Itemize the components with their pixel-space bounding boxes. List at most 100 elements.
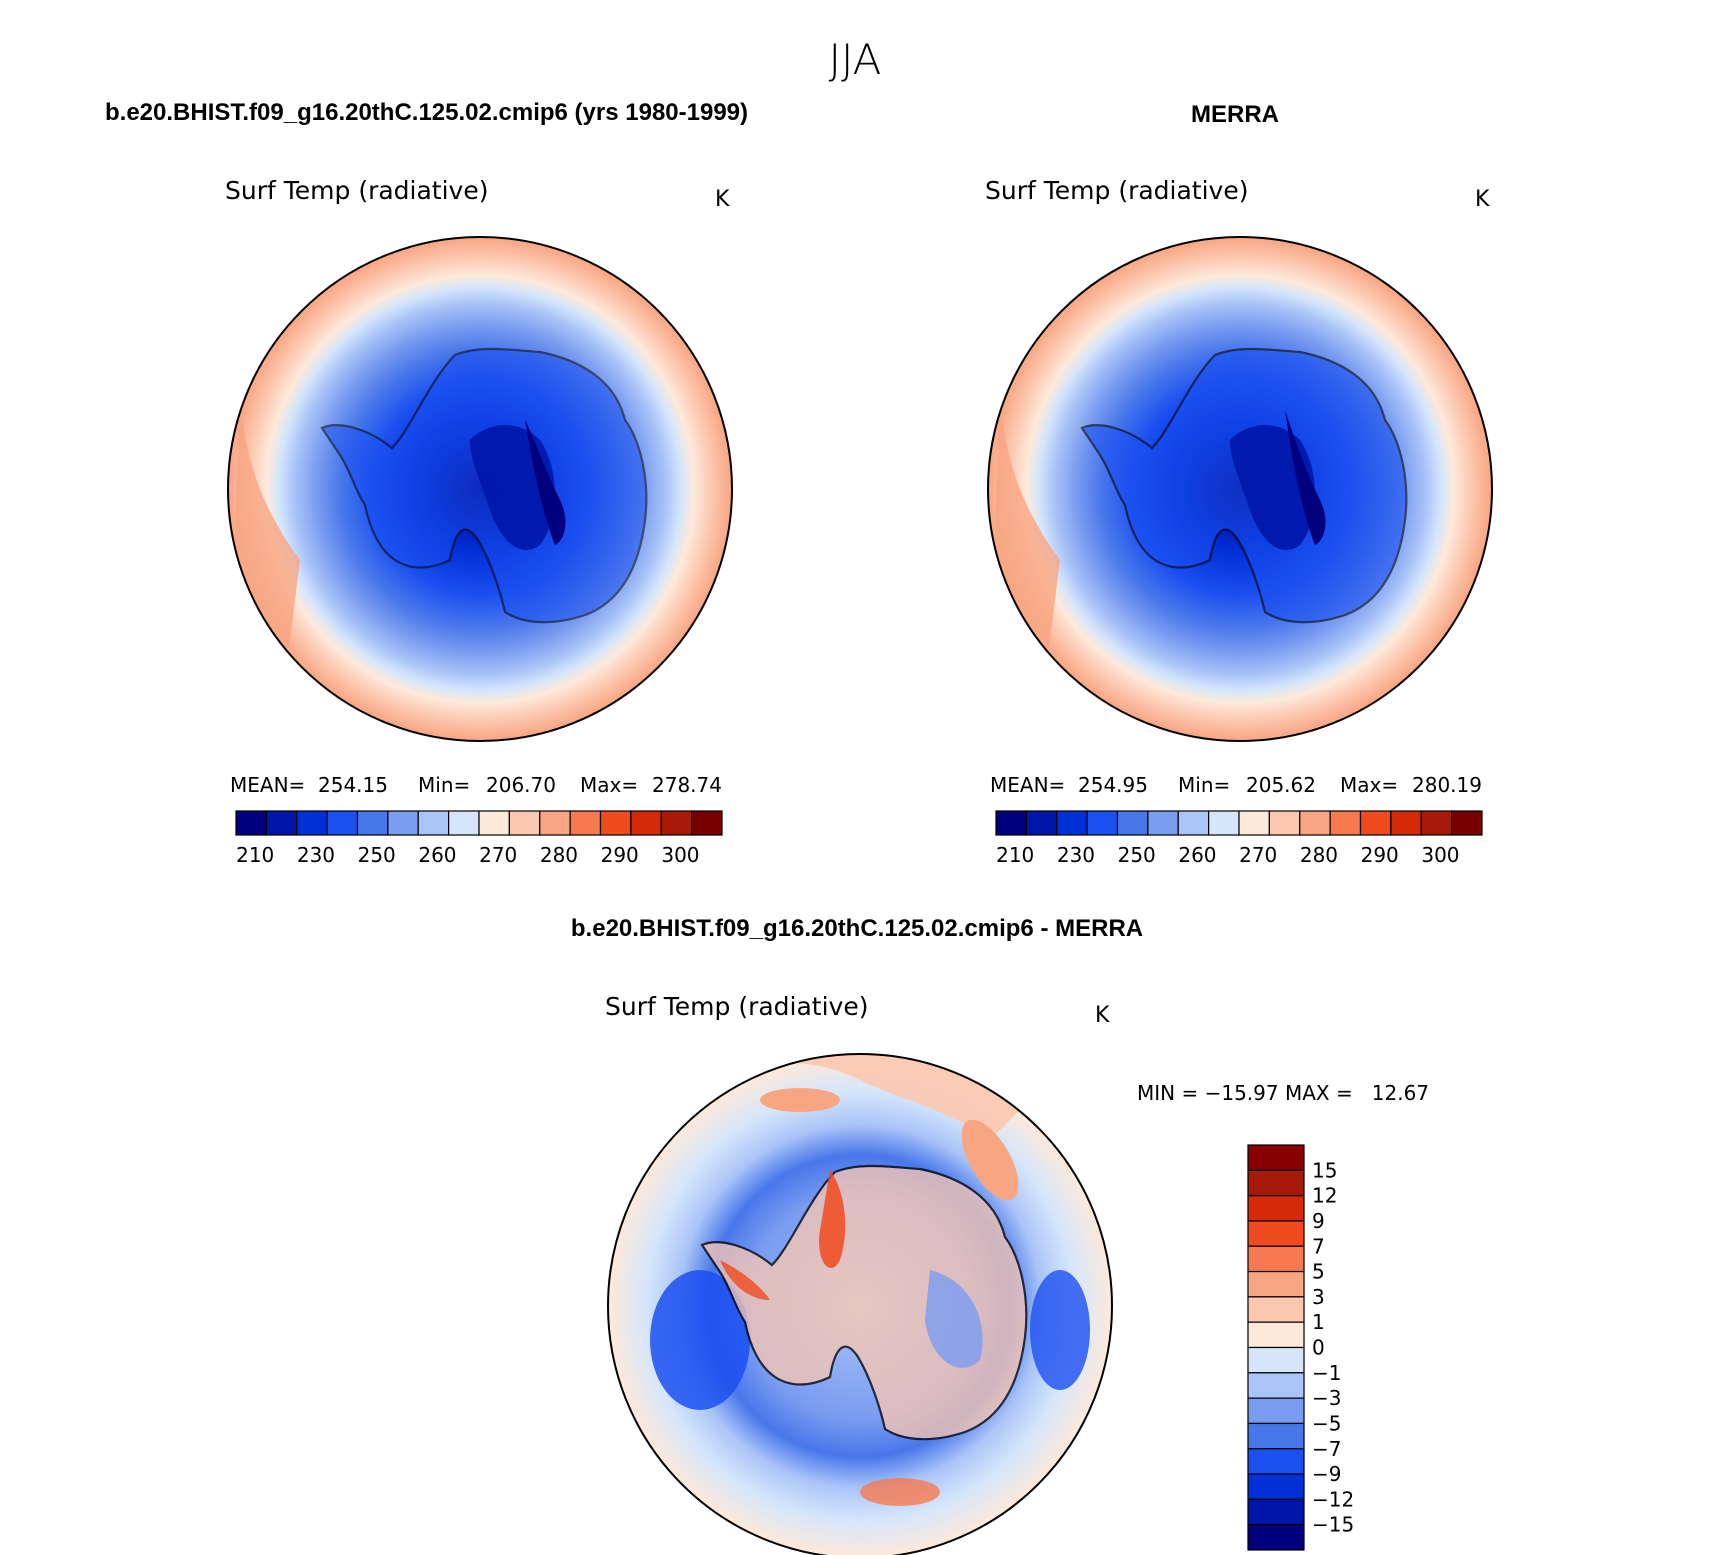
colorbar-swatch	[569, 810, 602, 836]
colorbar-swatch	[1299, 810, 1331, 836]
colorbar-swatch	[1247, 1245, 1305, 1273]
colorbar-tick-label: 0	[1312, 1336, 1325, 1360]
colorbar-swatch	[599, 810, 632, 836]
colorbar-swatch	[417, 810, 450, 836]
colorbar-tick-label: 210	[996, 843, 1034, 867]
colorbar-tick-label: 260	[1178, 843, 1216, 867]
colorbar-tick-label: −9	[1312, 1462, 1341, 1486]
colorbar-tick-label: −3	[1312, 1386, 1341, 1410]
stat-mean-label-merra: MEAN=	[990, 773, 1065, 797]
stat-max-label-merra: Max=	[1340, 773, 1398, 797]
stat-mean-merra: 254.95	[1078, 773, 1148, 797]
map-model	[228, 237, 732, 741]
colorbar-swatch	[1247, 1195, 1305, 1222]
stat-mean-label-model: MEAN=	[230, 773, 305, 797]
colorbar-tick-label: −5	[1312, 1411, 1341, 1435]
colorbar-swatch	[1390, 810, 1422, 836]
stat-max-label-model: Max=	[580, 773, 638, 797]
colorbar-swatch	[995, 810, 1027, 836]
stats-diff: MIN = −15.97 MAX = 12.67	[1137, 1081, 1429, 1105]
colorbar-tick-label: 1	[1312, 1310, 1325, 1334]
colorbar-tick-label: −12	[1312, 1487, 1354, 1511]
svg-text:MEAN= 254.95 Min=: MEAN= 254.95 Min= 205.62 Max= 280.19	[990, 773, 1482, 797]
colorbar-tick-label: 210	[236, 843, 274, 867]
colorbar-swatch	[387, 810, 419, 836]
colorbar-swatch	[1247, 1448, 1305, 1475]
left-panel-title: b.e20.BHIST.f09_g16.20thC.125.02.cmip6 (…	[105, 99, 748, 126]
stat-min-label-merra: Min=	[1178, 773, 1230, 797]
colorbar-tick-label: −7	[1312, 1437, 1341, 1461]
colorbar-swatch	[1208, 810, 1240, 836]
colorbar-swatch	[1247, 1473, 1305, 1500]
colorbar-swatch	[1247, 1321, 1305, 1349]
map-merra	[988, 237, 1492, 741]
colorbar-swatch	[1056, 810, 1088, 836]
colorbar-swatch	[265, 810, 298, 836]
colorbar-swatch	[356, 810, 389, 836]
colorbar-model: 210 230 250 260 270 280 290 300	[235, 810, 723, 867]
colorbar-swatch	[691, 810, 723, 836]
stat-max-merra: 280.19	[1412, 773, 1482, 797]
colorbar-tick-label: 12	[1312, 1184, 1337, 1208]
field-label-diff: Surf Temp (radiative)	[605, 992, 868, 1021]
colorbar-swatch	[1247, 1372, 1305, 1399]
field-label-model: Surf Temp (radiative)	[225, 176, 488, 205]
colorbar-swatch	[1359, 810, 1392, 836]
field-label-merra: Surf Temp (radiative)	[985, 176, 1248, 205]
colorbar-swatch	[1247, 1169, 1305, 1197]
colorbar-tick-label: 270	[1239, 843, 1277, 867]
colorbar-swatch	[1247, 1397, 1305, 1425]
colorbar-tick-label: −15	[1312, 1513, 1354, 1537]
colorbar-tick-label: −1	[1312, 1361, 1341, 1385]
colorbar-tick-label: 230	[297, 843, 335, 867]
colorbar-swatch	[1147, 810, 1179, 836]
colorbar-tick-label: 290	[601, 843, 639, 867]
colorbar-tick-label: 250	[1118, 843, 1156, 867]
colorbar-tick-label: 250	[358, 843, 396, 867]
colorbar-swatch	[1238, 810, 1270, 836]
colorbar-swatch	[660, 810, 693, 836]
colorbar-swatch	[1329, 810, 1362, 836]
colorbar-tick-label: 260	[418, 843, 456, 867]
stat-mean-model: 254.15	[318, 773, 388, 797]
svg-text:MEAN= 254.15 Min=: MEAN= 254.15 Min= 206.70 Max= 278.74	[230, 773, 722, 797]
colorbar-tick-label: 300	[661, 843, 699, 867]
panel-model: Surf Temp (radiative) K MEAN= 254.15 Min…	[225, 176, 733, 867]
colorbar-swatch	[1086, 810, 1119, 836]
colorbar-swatch	[1247, 1524, 1305, 1551]
colorbar-swatch	[478, 810, 510, 836]
colorbar-tick-label: 230	[1057, 843, 1095, 867]
units-label-diff: K	[1095, 1003, 1110, 1028]
colorbar-tick-label: 7	[1312, 1234, 1325, 1258]
colorbar-swatch	[1247, 1498, 1305, 1526]
colorbar-swatch	[296, 810, 328, 836]
colorbar-swatch	[1247, 1296, 1305, 1323]
diff-panel-title: b.e20.BHIST.f09_g16.20thC.125.02.cmip6 -…	[571, 915, 1143, 942]
right-panel-title: MERRA	[1191, 101, 1279, 128]
colorbar-swatch	[448, 810, 480, 836]
colorbar-tick-label: 9	[1312, 1209, 1325, 1233]
colorbar-swatch	[1247, 1270, 1305, 1298]
stat-max-model: 278.74	[652, 773, 722, 797]
stat-min-model: 206.70	[486, 773, 556, 797]
colorbar-swatch	[508, 810, 541, 836]
colorbar-swatch	[1177, 810, 1210, 836]
colorbar-swatch	[1116, 810, 1149, 836]
colorbar-swatch	[1247, 1144, 1305, 1171]
colorbar-swatch	[235, 810, 267, 836]
colorbar-tick-label: 280	[1300, 843, 1338, 867]
colorbar-tick-label: 3	[1312, 1285, 1325, 1309]
stat-min-label-model: Min=	[418, 773, 470, 797]
colorbar-tick-label: 15	[1312, 1158, 1337, 1182]
colorbar-swatch	[1247, 1346, 1305, 1374]
colorbar-swatch	[1451, 810, 1483, 836]
colorbar-tick-label: 5	[1312, 1260, 1325, 1284]
colorbar-swatch	[326, 810, 359, 836]
colorbar-swatch	[630, 810, 662, 836]
units-label-merra: K	[1475, 187, 1490, 212]
colorbar-swatch	[1247, 1422, 1305, 1450]
colorbar-swatch	[1025, 810, 1058, 836]
colorbar-tick-label: 290	[1361, 843, 1399, 867]
